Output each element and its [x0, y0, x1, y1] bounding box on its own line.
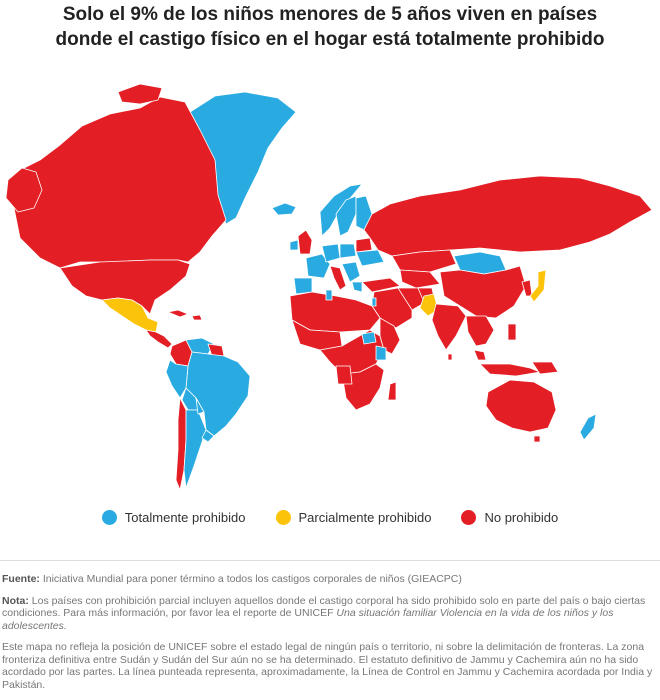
report-title: Una situación familiar Violencia en la v…: [2, 607, 614, 632]
indonesia: [479, 363, 541, 377]
philippines: [507, 323, 517, 341]
new-zealand: [579, 413, 597, 441]
pakistan: [419, 293, 439, 317]
hispaniola: [191, 314, 203, 321]
greece: [351, 281, 363, 293]
kenya: [375, 345, 387, 361]
legend-label-partial: Parcialmente prohibido: [298, 510, 432, 525]
australia: [485, 379, 557, 433]
source-text: Iniciativa Mundial para poner término a …: [42, 573, 462, 585]
russia: [363, 175, 653, 257]
madagascar: [387, 381, 397, 401]
map-disclaimer: Este mapa no refleja la posición de UNIC…: [2, 641, 653, 691]
uk: [297, 229, 313, 255]
poland: [339, 243, 357, 259]
source-label: Fuente:: [2, 573, 40, 585]
alaska: [5, 167, 43, 213]
india: [431, 303, 467, 351]
legend-item-partial: Parcialmente prohibido: [275, 510, 432, 525]
malaysia: [473, 349, 487, 361]
peru: [165, 359, 189, 399]
canada: [11, 96, 227, 269]
japan: [529, 269, 547, 303]
legend-label-full: Totalmente prohibido: [124, 510, 246, 525]
argentina: [183, 409, 207, 489]
angola: [335, 365, 353, 385]
legend-item-full: Totalmente prohibido: [101, 510, 246, 525]
note-paragraph: Nota: Los países con prohibición parcial…: [0, 595, 660, 633]
cuba: [167, 309, 189, 318]
uruguay: [201, 429, 215, 443]
legend-label-none: No prohibido: [484, 510, 559, 525]
page-title: Solo el 9% de los niños menores de 5 año…: [0, 2, 660, 52]
legend-dot-none: [461, 510, 477, 525]
usa: [59, 259, 191, 315]
china: [439, 265, 527, 319]
central-asia: [399, 269, 441, 289]
map-legend: Totalmente prohibido Parcialmente prohib…: [0, 510, 660, 525]
note-text: Los países con prohibición parcial inclu…: [2, 594, 646, 620]
tasmania: [533, 435, 541, 443]
spain: [293, 277, 313, 295]
belarus: [355, 237, 373, 253]
ukraine: [355, 249, 385, 267]
canada-islands: [117, 83, 163, 105]
source-note: Fuente: Iniciativa Mundial para poner té…: [0, 573, 660, 586]
mexico: [101, 297, 159, 333]
sri-lanka: [447, 353, 453, 361]
south-sudan: [361, 331, 377, 345]
new-guinea: [531, 361, 559, 375]
iceland: [271, 202, 297, 216]
legend-dot-partial: [275, 510, 291, 525]
east-africa: [379, 317, 401, 355]
southern-africa: [341, 363, 385, 411]
note-label: Nota:: [2, 594, 29, 607]
ireland: [289, 239, 299, 251]
legend-dot-full: [101, 510, 117, 525]
title-line-2: donde el castigo físico en el hogar está…: [55, 29, 605, 50]
korea: [521, 279, 533, 297]
turkey: [361, 277, 401, 293]
world-map: [5, 83, 653, 491]
central-america: [145, 329, 173, 349]
france: [305, 253, 331, 279]
italy: [329, 265, 347, 291]
legend-item-none: No prohibido: [461, 510, 558, 525]
tunisia: [325, 289, 333, 301]
se-asia: [465, 315, 495, 347]
norway: [319, 183, 363, 237]
title-line-1: Solo el 9% de los niños menores de 5 año…: [62, 4, 598, 25]
footer-notes: Fuente: Iniciativa Mundial para poner té…: [0, 560, 660, 691]
balkans: [341, 261, 361, 283]
paraguay: [195, 397, 205, 415]
israel: [371, 297, 377, 307]
